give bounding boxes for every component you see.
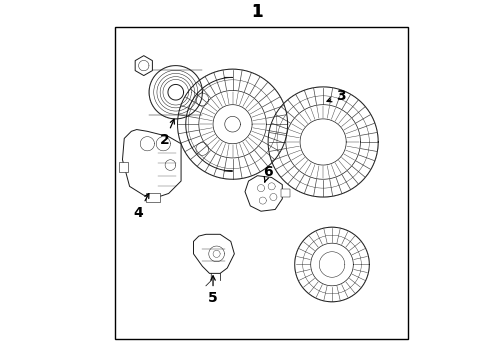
Bar xyxy=(115,27,408,339)
Polygon shape xyxy=(225,116,241,132)
Polygon shape xyxy=(268,183,275,190)
Polygon shape xyxy=(177,69,288,179)
Polygon shape xyxy=(122,130,181,197)
Bar xyxy=(280,189,291,197)
Polygon shape xyxy=(257,185,265,192)
Polygon shape xyxy=(259,197,266,204)
Polygon shape xyxy=(270,193,277,201)
Polygon shape xyxy=(300,119,346,165)
Polygon shape xyxy=(245,176,282,211)
Polygon shape xyxy=(149,66,202,119)
Polygon shape xyxy=(294,227,369,302)
Polygon shape xyxy=(209,246,224,262)
Polygon shape xyxy=(294,227,369,302)
Text: 2: 2 xyxy=(160,119,174,147)
Bar xyxy=(119,162,128,172)
Text: 5: 5 xyxy=(208,276,218,305)
Text: 1: 1 xyxy=(252,3,263,21)
Polygon shape xyxy=(140,137,154,151)
Text: 1: 1 xyxy=(252,3,263,21)
Text: 6: 6 xyxy=(263,165,273,182)
Bar xyxy=(146,193,160,202)
Polygon shape xyxy=(156,137,171,151)
Polygon shape xyxy=(268,87,378,197)
Polygon shape xyxy=(268,87,378,197)
Polygon shape xyxy=(186,77,233,171)
Polygon shape xyxy=(165,160,176,170)
Polygon shape xyxy=(194,234,234,273)
Polygon shape xyxy=(149,66,202,119)
Polygon shape xyxy=(286,105,361,179)
Polygon shape xyxy=(135,56,152,76)
Text: 3: 3 xyxy=(327,89,346,103)
Polygon shape xyxy=(177,69,288,179)
Text: 4: 4 xyxy=(134,194,149,220)
